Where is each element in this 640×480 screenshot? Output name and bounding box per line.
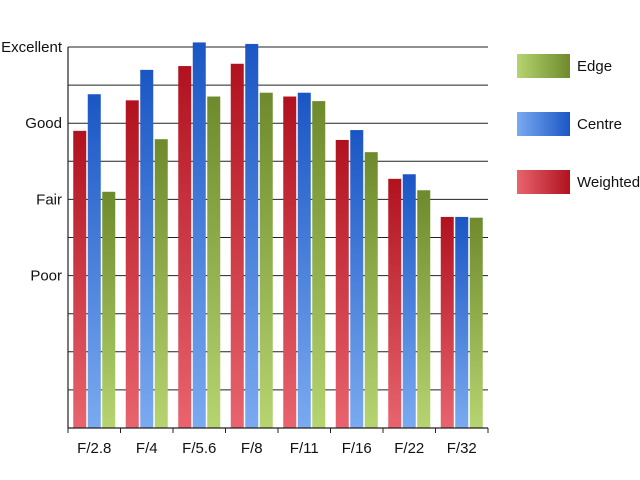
bar-centre-f11: [297, 92, 311, 428]
bar-edge-f16: [364, 152, 378, 428]
bar-weighted-f32: [440, 216, 454, 428]
bar-weighted-f22: [388, 178, 402, 428]
bar-weighted-f11: [283, 96, 297, 428]
y-tick-label: Good: [25, 115, 62, 132]
legend-swatch-edge: [517, 54, 570, 78]
bar-centre-f28: [87, 94, 101, 428]
bar-weighted-f4: [125, 100, 139, 428]
y-tick-label: Fair: [36, 191, 62, 208]
bar-centre-f8: [245, 43, 259, 429]
x-tick-label: F/4: [136, 440, 158, 457]
x-tick-label: F/2.8: [77, 440, 111, 457]
bar-centre-f56: [192, 42, 206, 428]
legend-swatch-weighted: [517, 170, 570, 194]
x-tick-label: F/32: [447, 440, 477, 457]
bar-centre-f4: [140, 69, 154, 429]
legend-label-weighted: Weighted: [577, 174, 640, 191]
bar-centre-f32: [455, 216, 469, 428]
bar-edge-f32: [469, 217, 483, 428]
bar-edge-f28: [102, 191, 116, 428]
bar-edge-f22: [417, 190, 431, 428]
x-tick-label: F/8: [241, 440, 263, 457]
x-tick-label: F/5.6: [182, 440, 216, 457]
bar-weighted-f16: [335, 139, 349, 429]
bar-edge-f11: [312, 101, 326, 429]
bar-edge-f56: [207, 96, 221, 428]
x-tick-label: F/11: [290, 440, 319, 457]
legend-label-edge: Edge: [577, 58, 612, 75]
x-tick-label: F/16: [342, 440, 372, 457]
x-tick-label: F/22: [394, 440, 424, 457]
y-tick-label: Poor: [30, 268, 62, 285]
y-tick-label: Excellent: [1, 39, 63, 56]
bar-centre-f22: [402, 174, 416, 428]
bar-weighted-f8: [230, 63, 244, 428]
bar-centre-f16: [350, 130, 364, 429]
bar-weighted-f56: [178, 66, 192, 429]
y-axis-ticks: Poor Fair Good Excellent: [1, 39, 63, 285]
bar-edge-f4: [154, 139, 168, 428]
bar-edge-f8: [259, 92, 273, 428]
legend: Edge Centre Weighted: [517, 54, 640, 194]
bars: [73, 42, 483, 429]
x-axis-ticks: F/2.8 F/4 F/5.6 F/8 F/11 F/16 F/22 F/32: [67, 428, 489, 457]
legend-swatch-centre: [517, 112, 570, 136]
legend-label-centre: Centre: [577, 116, 622, 133]
bar-weighted-f28: [73, 130, 87, 428]
